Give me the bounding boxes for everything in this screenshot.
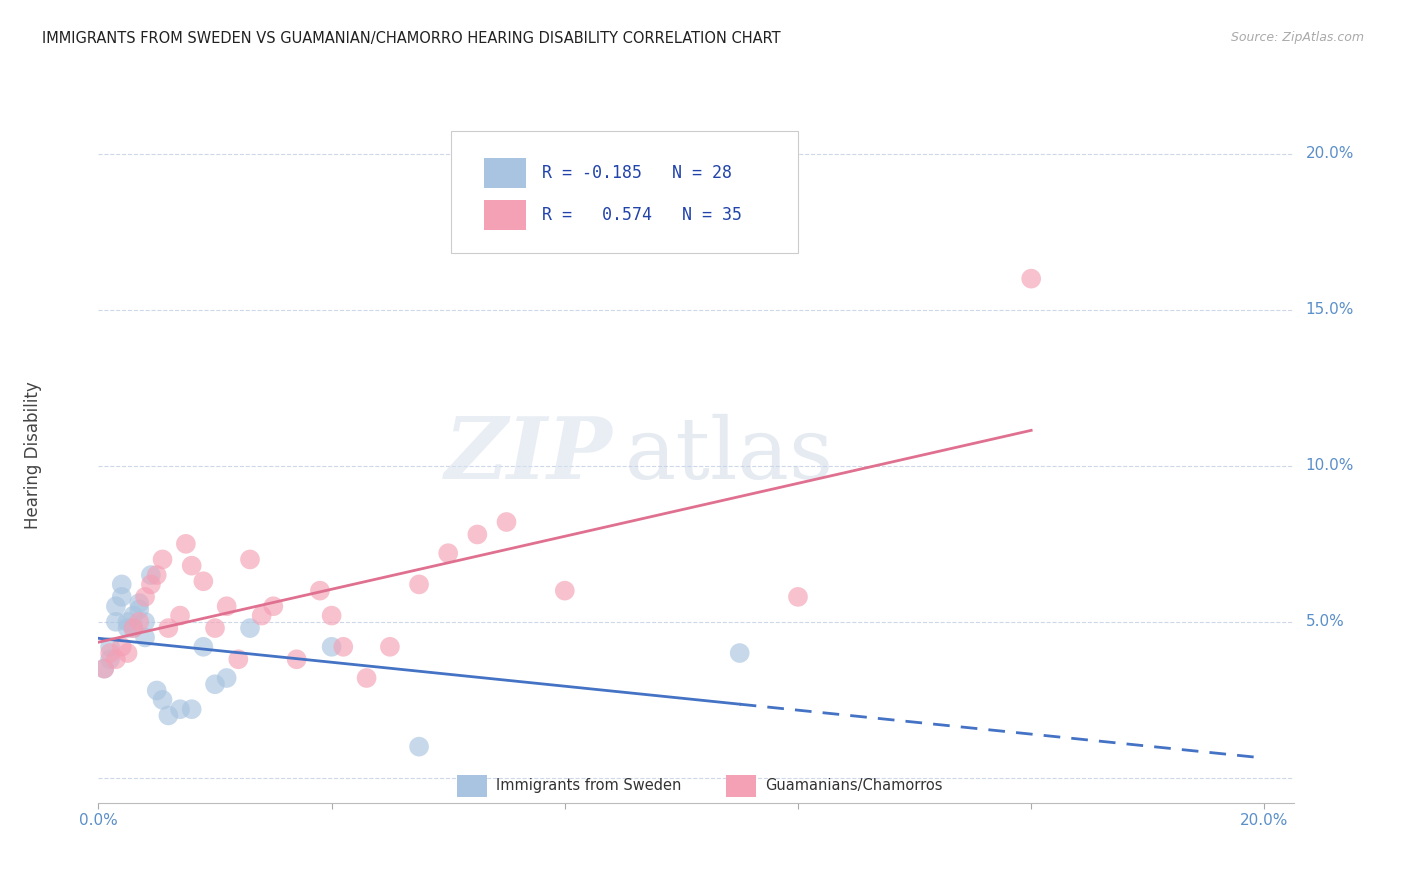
Text: 15.0%: 15.0% <box>1305 302 1354 318</box>
Point <box>128 615 150 629</box>
Text: ZIP: ZIP <box>444 413 612 497</box>
Text: IMMIGRANTS FROM SWEDEN VS GUAMANIAN/CHAMORRO HEARING DISABILITY CORRELATION CHAR: IMMIGRANTS FROM SWEDEN VS GUAMANIAN/CHAM… <box>42 31 780 46</box>
Point <box>104 615 127 629</box>
FancyBboxPatch shape <box>485 158 526 188</box>
Point <box>250 608 273 623</box>
Point <box>122 621 145 635</box>
Point <box>139 577 162 591</box>
Point <box>193 640 215 654</box>
Point <box>145 683 167 698</box>
Point <box>554 583 576 598</box>
Point <box>408 739 430 754</box>
Point <box>134 631 156 645</box>
FancyBboxPatch shape <box>457 775 486 797</box>
Point <box>98 646 121 660</box>
Text: R =   0.574   N = 35: R = 0.574 N = 35 <box>541 206 742 224</box>
Point <box>356 671 378 685</box>
Point <box>321 640 343 654</box>
Point <box>104 652 127 666</box>
Point <box>128 596 150 610</box>
Point <box>93 662 115 676</box>
Text: Hearing Disability: Hearing Disability <box>24 381 42 529</box>
Point <box>1019 271 1042 285</box>
Text: Guamanians/Chamorros: Guamanians/Chamorros <box>765 778 943 793</box>
Point <box>215 671 238 685</box>
Point <box>467 527 489 541</box>
Point <box>98 652 121 666</box>
Point <box>117 621 139 635</box>
Text: 20.0%: 20.0% <box>1305 146 1354 161</box>
Text: 10.0%: 10.0% <box>1305 458 1354 474</box>
Point <box>145 568 167 582</box>
Point <box>239 621 262 635</box>
Point <box>122 608 145 623</box>
Point <box>228 652 250 666</box>
Point <box>408 577 430 591</box>
Point <box>111 590 134 604</box>
Point <box>174 537 197 551</box>
Point <box>157 708 180 723</box>
Point <box>262 599 284 614</box>
Point <box>122 621 145 635</box>
FancyBboxPatch shape <box>725 775 756 797</box>
Point <box>134 590 156 604</box>
Point <box>321 608 343 623</box>
Point <box>332 640 354 654</box>
Point <box>239 552 262 566</box>
Text: 5.0%: 5.0% <box>1305 615 1344 630</box>
Point <box>157 621 180 635</box>
FancyBboxPatch shape <box>485 200 526 230</box>
Point <box>98 640 121 654</box>
Point <box>139 568 162 582</box>
Point <box>169 608 191 623</box>
Text: R = -0.185   N = 28: R = -0.185 N = 28 <box>541 164 731 182</box>
Point <box>285 652 308 666</box>
Point <box>128 602 150 616</box>
FancyBboxPatch shape <box>451 131 797 253</box>
Point <box>495 515 517 529</box>
Point <box>437 546 460 560</box>
Point <box>215 599 238 614</box>
Point <box>104 599 127 614</box>
Point <box>193 574 215 589</box>
Point <box>111 640 134 654</box>
Point <box>180 558 202 573</box>
Point <box>204 621 226 635</box>
Point <box>309 583 332 598</box>
Point <box>93 662 115 676</box>
Text: Immigrants from Sweden: Immigrants from Sweden <box>496 778 682 793</box>
Point <box>787 590 810 604</box>
Point <box>152 693 174 707</box>
Point <box>152 552 174 566</box>
Point <box>111 577 134 591</box>
Point <box>134 615 156 629</box>
Point <box>180 702 202 716</box>
Point <box>117 615 139 629</box>
Point <box>728 646 751 660</box>
Point <box>169 702 191 716</box>
Text: atlas: atlas <box>624 413 834 497</box>
Point <box>117 646 139 660</box>
Point <box>378 640 401 654</box>
Point <box>204 677 226 691</box>
Text: Source: ZipAtlas.com: Source: ZipAtlas.com <box>1230 31 1364 45</box>
